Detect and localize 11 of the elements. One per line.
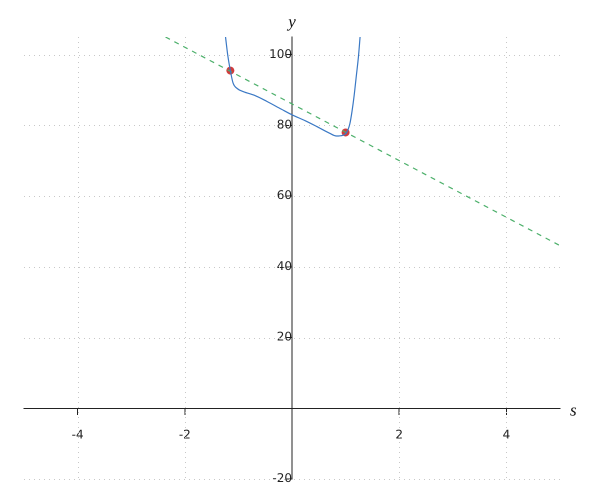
y-tick-label: 60	[276, 188, 292, 202]
x-axis-title: s	[570, 400, 577, 420]
y-tick-label: -20	[272, 471, 292, 486]
y-axis-title: y	[286, 12, 296, 31]
x-tick-label: -4	[72, 428, 84, 442]
x-tick-label: -2	[178, 428, 191, 442]
y-tick-label: 100	[269, 46, 292, 61]
y-tick-label: 80	[276, 118, 292, 132]
x-tick-label: 2	[395, 428, 404, 442]
line-series	[224, 37, 361, 137]
x-tick-label: 4	[502, 428, 510, 442]
